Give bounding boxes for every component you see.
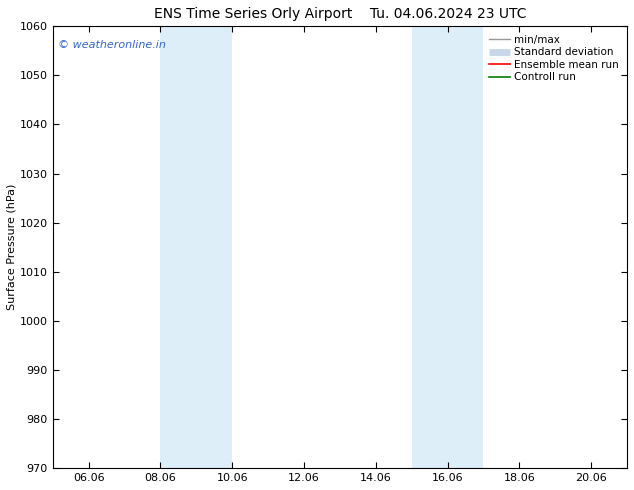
Text: © weatheronline.in: © weatheronline.in: [58, 40, 166, 49]
Legend: min/max, Standard deviation, Ensemble mean run, Controll run: min/max, Standard deviation, Ensemble me…: [486, 31, 622, 86]
Title: ENS Time Series Orly Airport    Tu. 04.06.2024 23 UTC: ENS Time Series Orly Airport Tu. 04.06.2…: [153, 7, 526, 21]
Y-axis label: Surface Pressure (hPa): Surface Pressure (hPa): [7, 184, 17, 311]
Bar: [411, 26, 484, 468]
Bar: [160, 26, 232, 468]
